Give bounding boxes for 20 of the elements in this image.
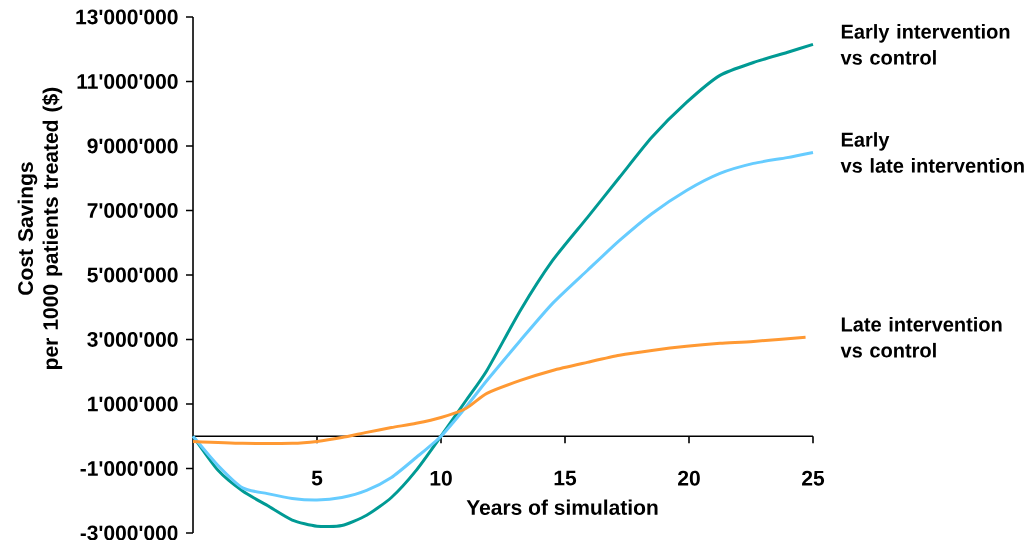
y-tick-label: 3'000'000 bbox=[87, 332, 178, 347]
series-label: Early vs late intervention bbox=[840, 132, 1024, 173]
x-tick-label: 15 bbox=[554, 470, 577, 486]
y-tick-label: 11'000'000 bbox=[77, 74, 178, 89]
y-tick-label: 5'000'000 bbox=[87, 267, 178, 283]
x-tick-label: 20 bbox=[678, 470, 700, 486]
y-tick-label: -3'000'000 bbox=[80, 525, 178, 540]
y-axis-title: Cost Savings per 1000 patients treated ($) bbox=[17, 87, 63, 369]
x-tick-label: 10 bbox=[430, 470, 452, 486]
x-tick-label: 25 bbox=[802, 470, 825, 486]
y-tick-label: 1'000'000 bbox=[88, 396, 178, 412]
y-tick-label: -1'000'000 bbox=[80, 461, 178, 476]
x-axis-title: Years of simulation bbox=[466, 499, 658, 515]
y-tick-label: 7'000'000 bbox=[87, 203, 178, 218]
line-series bbox=[191, 335, 808, 445]
y-tick-label: 13'000'000 bbox=[76, 9, 178, 25]
series-label: Early intervention vs control bbox=[840, 24, 1010, 65]
y-tick-label: 9'000'000 bbox=[87, 138, 178, 154]
series-label: Late intervention vs control bbox=[840, 316, 1002, 358]
x-tick-label: 5 bbox=[311, 470, 323, 486]
